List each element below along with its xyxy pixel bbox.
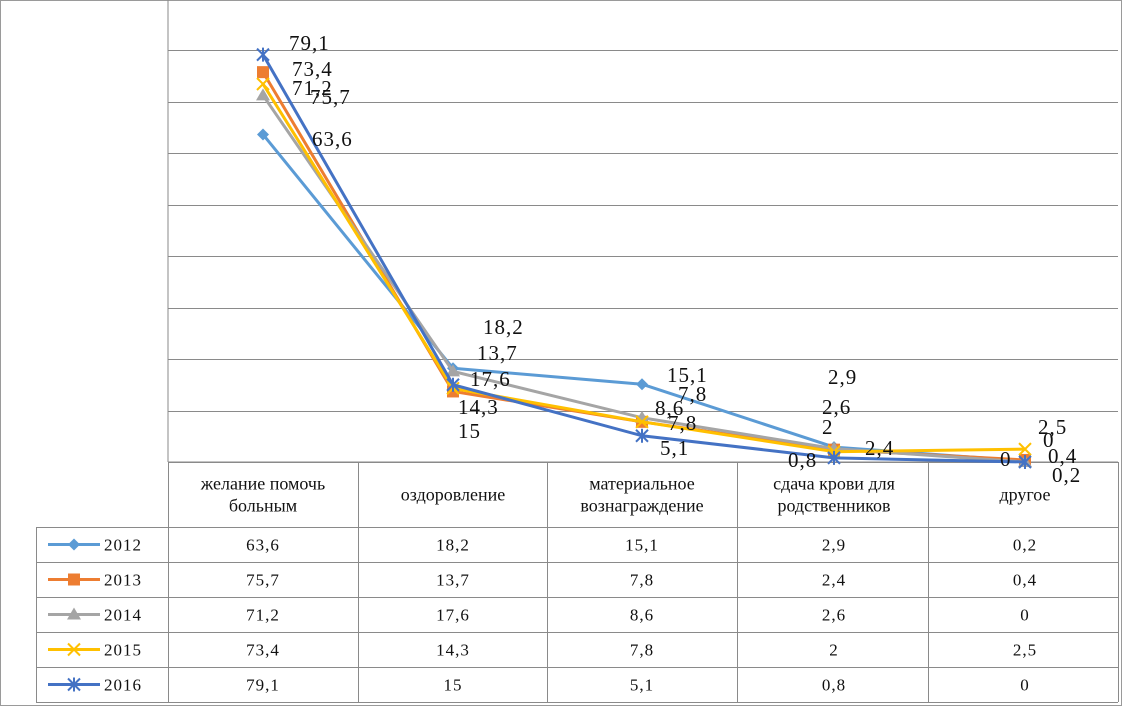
data-label: 0 <box>1000 447 1012 471</box>
data-label: 7,8 <box>678 382 707 406</box>
data-point <box>636 378 648 391</box>
table-cell: 15 <box>444 676 463 695</box>
category-tick-label: оздоровление <box>401 485 505 505</box>
category-tick-label: другое <box>999 485 1050 505</box>
data-label: 7,8 <box>668 411 697 435</box>
category-tick-label: вознаграждение <box>580 496 703 516</box>
data-point <box>635 428 649 443</box>
data-point <box>256 77 270 91</box>
table-cell: 0,8 <box>822 676 846 695</box>
data-label: 5,1 <box>660 436 689 460</box>
data-point <box>256 88 270 101</box>
table-cell: 2 <box>829 641 839 660</box>
data-label: 0 <box>1043 428 1055 452</box>
table-cell: 0 <box>1020 606 1030 625</box>
category-tick-label: родственников <box>777 496 890 516</box>
data-point <box>446 377 460 392</box>
legend-label: 2016 <box>104 676 142 695</box>
legend-key-marker <box>67 677 81 692</box>
data-label: 15,1 <box>667 363 708 387</box>
data-label: 18,2 <box>483 315 524 339</box>
table-cell: 0,4 <box>1013 571 1037 590</box>
data-point <box>256 47 270 62</box>
data-label: 2,5 <box>1038 415 1067 439</box>
table-cell: 2,6 <box>822 606 846 625</box>
table-cell: 2,9 <box>822 536 846 555</box>
table-cell: 13,7 <box>436 571 470 590</box>
data-label: 63,6 <box>312 127 353 151</box>
table-cell: 0 <box>1020 676 1030 695</box>
table-cell: 7,8 <box>630 571 654 590</box>
data-label: 79,1 <box>289 31 330 55</box>
table-cell: 5,1 <box>630 676 654 695</box>
table-cell: 2,4 <box>822 571 846 590</box>
data-label: 15 <box>458 419 481 443</box>
table-cell: 79,1 <box>246 676 280 695</box>
data-label: 2,6 <box>822 395 851 419</box>
legend-key-marker <box>67 642 81 657</box>
table-cell: 63,6 <box>246 536 280 555</box>
legend-key-marker <box>67 607 81 620</box>
data-label: 13,7 <box>477 341 518 365</box>
category-tick-label: материальное <box>589 474 694 494</box>
table-cell: 7,8 <box>630 641 654 660</box>
data-point <box>257 66 269 79</box>
table-cell: 73,4 <box>246 641 280 660</box>
category-tick-label: больным <box>229 496 297 516</box>
legend-label: 2015 <box>104 641 142 660</box>
table-cell: 8,6 <box>630 606 654 625</box>
table-cell: 15,1 <box>625 536 659 555</box>
data-label: 0,8 <box>788 448 817 472</box>
legend-label: 2012 <box>104 536 142 555</box>
table-cell: 18,2 <box>436 536 470 555</box>
table-cell: 71,2 <box>246 606 280 625</box>
data-point <box>635 415 649 429</box>
data-label: 73,4 <box>292 57 333 81</box>
data-label: 17,6 <box>470 367 511 391</box>
legend-label: 2014 <box>104 606 142 625</box>
table-cell: 2,5 <box>1013 641 1037 660</box>
category-tick-label: желание помочь <box>200 474 325 494</box>
series-line-2014 <box>261 94 1026 464</box>
data-label: 14,3 <box>458 395 499 419</box>
legend-key-marker <box>68 573 80 586</box>
category-tick-label: сдача крови для <box>773 474 895 494</box>
legend-key-marker <box>68 538 80 551</box>
data-label: 75,7 <box>310 85 351 109</box>
data-point <box>446 364 460 377</box>
data-label: 0,4 <box>1048 444 1077 468</box>
data-point <box>1018 442 1032 456</box>
data-point <box>1018 455 1032 469</box>
data-label: 2 <box>822 415 834 439</box>
legend-label: 2013 <box>104 571 142 590</box>
data-label: 8,6 <box>655 396 684 420</box>
data-label: 0,2 <box>1052 463 1081 487</box>
data-label: 71,2 <box>292 76 333 100</box>
series-line-2016 <box>261 53 1026 464</box>
data-label: 2,9 <box>828 365 857 389</box>
data-point <box>827 450 841 465</box>
table-cell: 17,6 <box>436 606 470 625</box>
table-cell: 75,7 <box>246 571 280 590</box>
data-label: 2,4 <box>865 436 894 460</box>
data-point <box>257 128 269 141</box>
table-cell: 0,2 <box>1013 536 1037 555</box>
table-cell: 14,3 <box>436 641 470 660</box>
series-line-2015 <box>261 83 1026 454</box>
